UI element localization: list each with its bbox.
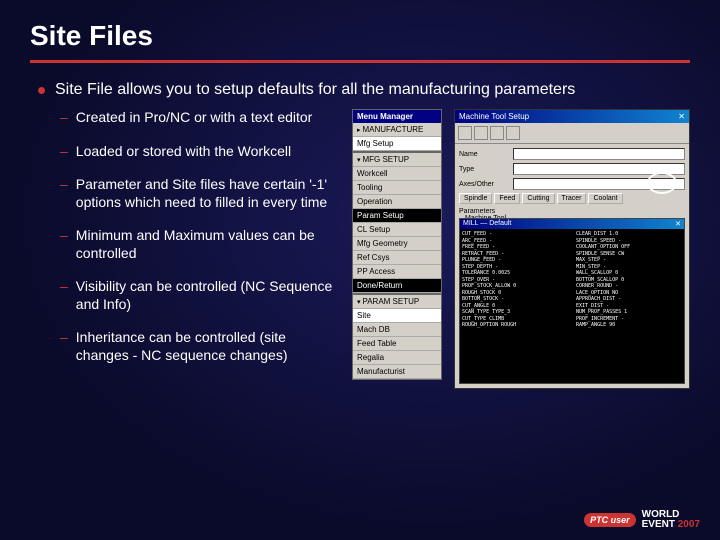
event-line2: EVENT [642, 519, 675, 530]
spindle-button[interactable]: Spindle [459, 193, 492, 204]
dash-icon: – [60, 176, 68, 194]
mfg-setup-panel: MFG SETUP Workcell Tooling Operation Par… [352, 152, 442, 294]
menu-item[interactable]: PP Access [353, 265, 441, 279]
tree-label: Parameters [459, 208, 685, 215]
param-window-title: MILL — Default [463, 220, 511, 228]
sub-bullet-text: Visibility can be controlled (NC Sequenc… [76, 278, 340, 313]
content-row: –Created in Pro/NC or with a text editor… [0, 109, 720, 389]
menu-item[interactable]: MFG SETUP [353, 153, 441, 167]
sub-bullet-text: Created in Pro/NC or with a text editor [76, 109, 313, 127]
menu-manager-panel: Menu Manager MANUFACTURE Mfg Setup [352, 109, 442, 152]
dash-icon: – [60, 109, 68, 127]
sub-bullet-text: Parameter and Site files have certain '-… [76, 176, 340, 211]
highlight-circle-icon [647, 172, 677, 194]
sub-bullet: –Parameter and Site files have certain '… [60, 176, 340, 211]
menu-item-done[interactable]: Done/Return [353, 279, 441, 293]
menu-item[interactable]: Regalia [353, 351, 441, 365]
toolbar-button[interactable] [506, 126, 520, 140]
coolant-button[interactable]: Coolant [588, 193, 622, 204]
event-year: 2007 [678, 519, 700, 530]
menu-item[interactable]: Site [353, 309, 441, 323]
main-bullet: Site File allows you to setup defaults f… [0, 81, 720, 109]
dash-icon: – [60, 278, 68, 296]
dash-icon: – [60, 329, 68, 347]
dialog-titlebar: Machine Tool Setup ✕ [455, 110, 689, 123]
main-bullet-text: Site File allows you to setup defaults f… [55, 81, 575, 99]
event-text: WORLD EVENT 2007 [642, 510, 700, 530]
dialog-title: Machine Tool Setup [459, 112, 529, 121]
menu-item-selected[interactable]: Param Setup [353, 209, 441, 223]
param-line: RAMP_ANGLE 90 [576, 322, 682, 329]
menu-item[interactable]: CL Setup [353, 223, 441, 237]
sub-bullet: –Visibility can be controlled (NC Sequen… [60, 278, 340, 313]
slide-title: Site Files [0, 0, 720, 60]
bullet-icon [38, 87, 45, 94]
machine-tool-dialog: Machine Tool Setup ✕ Name Type Axes/Othe… [454, 109, 690, 389]
ptc-badge: PTC user [584, 513, 636, 527]
menu-item[interactable]: Operation [353, 195, 441, 209]
sub-bullet-text: Inheritance can be controlled (site chan… [76, 329, 340, 364]
button-row: Spindle Feed Cutting Tracer Coolant [459, 193, 685, 204]
menu-item[interactable]: Feed Table [353, 337, 441, 351]
param-line: ROUGH_OPTION ROUGH [462, 322, 568, 329]
close-icon[interactable]: ✕ [675, 220, 681, 228]
footer-logo: PTC user WORLD EVENT 2007 [584, 510, 700, 530]
menu-item[interactable]: Manufacturist [353, 365, 441, 379]
dash-icon: – [60, 143, 68, 161]
menu-column: Menu Manager MANUFACTURE Mfg Setup MFG S… [352, 109, 442, 389]
field-label: Axes/Other [459, 181, 509, 188]
close-icon[interactable]: ✕ [678, 112, 685, 121]
toolbar-button[interactable] [490, 126, 504, 140]
sub-bullet: –Inheritance can be controlled (site cha… [60, 329, 340, 364]
name-input[interactable] [513, 148, 685, 160]
tracer-button[interactable]: Tracer [557, 193, 587, 204]
dash-icon: – [60, 227, 68, 245]
text-column: –Created in Pro/NC or with a text editor… [60, 109, 340, 389]
menu-item[interactable]: Mfg Geometry [353, 237, 441, 251]
menu-item[interactable]: Workcell [353, 167, 441, 181]
param-setup-panel: PARAM SETUP Site Mach DB Feed Table Rega… [352, 294, 442, 380]
field-label: Type [459, 166, 509, 173]
field-label: Name [459, 151, 509, 158]
toolbar-button[interactable] [458, 126, 472, 140]
menu-item[interactable]: Tooling [353, 181, 441, 195]
menu-item[interactable]: PARAM SETUP [353, 295, 441, 309]
dialog-toolbar [455, 123, 689, 144]
sub-bullet: –Created in Pro/NC or with a text editor [60, 109, 340, 127]
param-titlebar: MILL — Default ✕ [460, 219, 684, 229]
cutting-button[interactable]: Cutting [522, 193, 554, 204]
menu-item[interactable]: Mfg Setup [353, 137, 441, 151]
feed-button[interactable]: Feed [494, 193, 520, 204]
menu-header: Menu Manager [353, 110, 441, 123]
sub-bullet: –Loaded or stored with the Workcell [60, 143, 340, 161]
param-grid: CUT_FEED -ARC_FEED -FREE_FEED -RETRACT_F… [460, 229, 684, 331]
menu-item[interactable]: Ref Csys [353, 251, 441, 265]
sub-bullet: –Minimum and Maximum values can be contr… [60, 227, 340, 262]
parameter-window: MILL — Default ✕ CUT_FEED -ARC_FEED -FRE… [459, 218, 685, 384]
sub-bullet-text: Minimum and Maximum values can be contro… [76, 227, 340, 262]
menu-item[interactable]: Mach DB [353, 323, 441, 337]
sub-bullet-text: Loaded or stored with the Workcell [76, 143, 291, 161]
toolbar-button[interactable] [474, 126, 488, 140]
menu-item[interactable]: MANUFACTURE [353, 123, 441, 137]
title-underline [30, 60, 690, 63]
